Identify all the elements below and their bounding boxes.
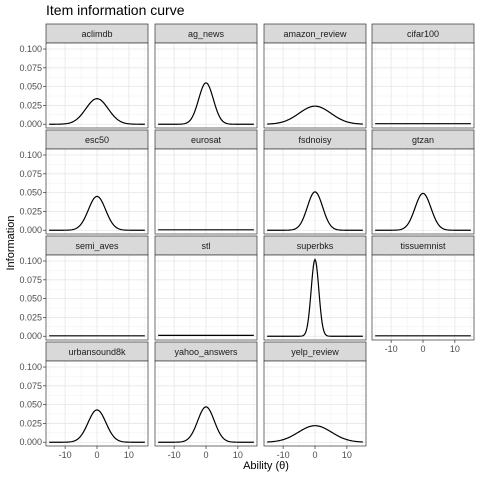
y-tick-label: 0.025: [19, 206, 42, 216]
facet-panel-aclimdb: aclimdb 0.000 0.025 0.050 0.075 0.100: [19, 23, 149, 129]
facet-strip-label: amazon_review: [283, 29, 347, 39]
information-curve-urbansound8k: [49, 409, 145, 443]
facet-strip-label: stl: [202, 241, 211, 251]
facet-panel-yelp_review: yelp_review -10 0 10: [263, 341, 367, 460]
facet-border: [371, 42, 475, 129]
x-tick-label: 10: [233, 450, 243, 460]
information-curve-yahoo_answers: [158, 406, 254, 443]
y-tick-label: 0.100: [19, 362, 42, 372]
y-tick-label: 0.075: [19, 381, 42, 391]
facet-border: [371, 148, 475, 235]
facet-border: [263, 42, 367, 129]
y-tick-label: 0.000: [19, 225, 42, 235]
y-tick-label: 0.025: [19, 100, 42, 110]
facet-panel-urbansound8k: urbansound8k 0.000 0.025 0.050 0.075 0.100 -10…: [19, 341, 149, 460]
y-tick-label: 0.000: [19, 331, 42, 341]
x-tick-label: 0: [94, 450, 99, 460]
information-curve-yelp_review: [267, 425, 363, 443]
information-curve-amazon_review: [267, 105, 363, 125]
y-tick-label: 0.100: [19, 150, 42, 160]
y-tick-label: 0.075: [19, 169, 42, 179]
facet-panel-eurosat: eurosat: [154, 129, 258, 235]
facet-strip-label: esc50: [85, 135, 109, 145]
facet-panel-gtzan: gtzan: [371, 129, 475, 235]
y-tick-label: 0.000: [19, 119, 42, 129]
facet-panel-tissuemnist: tissuemnist -10 0 10: [371, 235, 475, 354]
facet-border: [45, 148, 149, 235]
y-tick-label: 0.075: [19, 63, 42, 73]
facet-strip-label: ag_news: [188, 29, 225, 39]
x-tick-label: -10: [168, 450, 181, 460]
facet-panel-stl: stl: [154, 235, 258, 341]
x-tick-label: 10: [342, 450, 352, 460]
facet-grid: aclimdb 0.000 0.025 0.050 0.075 0.100 ag_news a…: [19, 23, 475, 460]
facet-strip-label: fsdnoisy: [298, 135, 332, 145]
y-tick-label: 0.075: [19, 275, 42, 285]
x-tick-label: -10: [59, 450, 72, 460]
y-tick-label: 0.050: [19, 294, 42, 304]
facet-panel-esc50: esc50 0.000 0.025 0.050 0.075 0.100: [19, 129, 149, 235]
facet-strip-label: semi_aves: [75, 241, 119, 251]
y-axis-title: Information: [5, 215, 17, 270]
information-curve-superbks: [267, 258, 363, 337]
x-axis-title: Ability (θ): [243, 460, 289, 472]
facet-border: [45, 42, 149, 129]
y-tick-label: 0.050: [19, 188, 42, 198]
x-tick-label: 0: [312, 450, 317, 460]
facet-panel-yahoo_answers: yahoo_answers -10 0 10: [154, 341, 258, 460]
x-tick-label: -10: [385, 344, 398, 354]
facet-strip-label: eurosat: [191, 135, 222, 145]
facet-panel-superbks: superbks: [263, 235, 367, 341]
y-tick-label: 0.025: [19, 418, 42, 428]
y-tick-label: 0.050: [19, 400, 42, 410]
y-tick-label: 0.000: [19, 437, 42, 447]
facet-strip-label: yahoo_answers: [174, 347, 238, 357]
facet-panel-amazon_review: amazon_review: [263, 23, 367, 129]
facet-strip-label: yelp_review: [291, 347, 339, 357]
facet-strip-label: aclimdb: [81, 29, 112, 39]
chart-title: Item information curve: [46, 2, 185, 18]
y-tick-label: 0.025: [19, 312, 42, 322]
facet-border: [154, 254, 258, 341]
x-tick-label: 0: [203, 450, 208, 460]
facet-strip-label: gtzan: [412, 135, 434, 145]
facet-panel-fsdnoisy: fsdnoisy: [263, 129, 367, 235]
information-curve-ag_news: [158, 82, 254, 125]
facet-strip-label: cifar100: [407, 29, 439, 39]
facet-panel-cifar100: cifar100: [371, 23, 475, 129]
facet-border: [263, 148, 367, 235]
facet-panel-semi_aves: semi_aves 0.000 0.025 0.050 0.075 0.100: [19, 235, 149, 341]
information-curve-fsdnoisy: [267, 191, 363, 231]
y-tick-label: 0.100: [19, 256, 42, 266]
facet-strip-label: superbks: [297, 241, 334, 251]
facet-border: [154, 42, 258, 129]
facet-panel-ag_news: ag_news: [154, 23, 258, 129]
x-tick-label: 10: [450, 344, 460, 354]
x-tick-label: 0: [420, 344, 425, 354]
y-tick-label: 0.100: [19, 44, 42, 54]
facet-border: [263, 254, 367, 341]
facet-strip-label: tissuemnist: [400, 241, 446, 251]
x-tick-label: 10: [124, 450, 134, 460]
information-curve-aclimdb: [49, 98, 145, 125]
information-curve-esc50: [49, 195, 145, 231]
x-tick-label: -10: [277, 450, 290, 460]
facet-strip-label: urbansound8k: [68, 347, 126, 357]
y-tick-label: 0.050: [19, 82, 42, 92]
facet-border: [45, 254, 149, 341]
facet-border: [154, 148, 258, 235]
information-curve-gtzan: [375, 192, 471, 231]
